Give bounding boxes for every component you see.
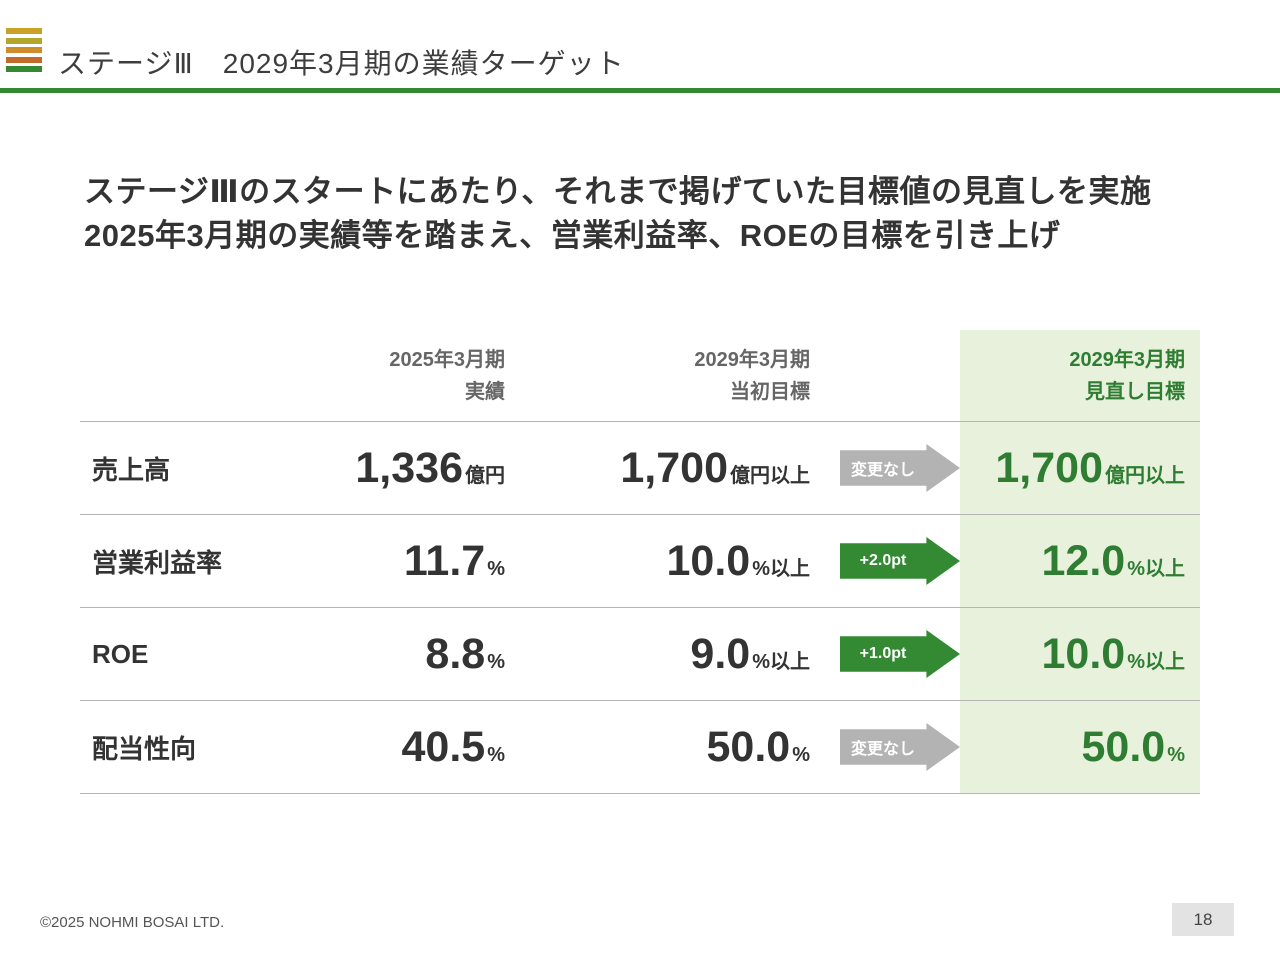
actual-value: 8.8	[425, 629, 486, 678]
actual-value-cell: 8.8%	[280, 608, 520, 701]
row-label: 営業利益率	[80, 515, 280, 608]
initial-target-cell: 1,700 億円以上	[520, 422, 840, 515]
initial-unit: %	[792, 743, 810, 766]
change-arrow-label: 変更なし	[850, 741, 915, 758]
change-arrow-label: +1.0pt	[859, 645, 907, 662]
initial-value: 50.0	[706, 722, 791, 771]
initial-value: 1,700	[620, 443, 728, 492]
revised-value: 50.0	[1081, 722, 1166, 771]
revised-value: 1,700	[995, 443, 1103, 492]
column-header-actual-line1: 2025年3月期	[389, 348, 505, 371]
initial-target-cell: 50.0%	[520, 701, 840, 794]
actual-value-cell: 1,336 億円	[280, 422, 520, 515]
initial-value: 9.0	[690, 629, 751, 678]
initial-target-cell: 10.0 %以上	[520, 515, 840, 608]
change-arrow: 変更なし	[840, 444, 960, 492]
revised-unit: %以上	[1127, 650, 1185, 673]
slide-title: ステージⅢ 2029年3月期の業績ターゲット	[58, 48, 625, 79]
footer-copyright: ©2025 NOHMI BOSAI LTD.	[40, 914, 225, 931]
revised-unit: %以上	[1127, 557, 1185, 580]
company-logo	[6, 28, 42, 72]
logo-stripe	[6, 28, 42, 34]
actual-unit: 億円	[465, 464, 505, 487]
change-arrow-cell: 変更なし	[840, 422, 960, 515]
lead-line-2: 2025年3月期の実績等を踏まえ、営業利益率、ROEの目標を引き上げ	[84, 218, 1061, 254]
column-header-actual: 2025年3月期 実績	[280, 330, 520, 422]
column-header-revised: 2029年3月期 見直し目標	[960, 330, 1200, 422]
column-header-revised-line2: 見直し目標	[1085, 380, 1185, 403]
actual-unit: %	[487, 743, 505, 766]
change-arrow: +1.0pt	[840, 630, 960, 678]
lead-line-1: ステージⅢのスタートにあたり、それまで掲げていた目標値の見直しを実施	[84, 174, 1152, 209]
revised-target-cell: 50.0%	[960, 701, 1200, 794]
initial-value: 10.0	[666, 536, 751, 585]
change-arrow-cell: +1.0pt	[840, 608, 960, 701]
initial-unit: 億円以上	[730, 464, 810, 487]
revised-value: 12.0	[1041, 536, 1126, 585]
revised-target-cell: 10.0 %以上	[960, 608, 1200, 701]
initial-target-cell: 9.0 %以上	[520, 608, 840, 701]
revised-unit: 億円以上	[1105, 464, 1185, 487]
lead-text: ステージⅢのスタートにあたり、それまで掲げていた目標値の見直しを実施 2025年…	[84, 170, 1151, 258]
row-label: 売上高	[80, 422, 280, 515]
logo-stripe	[6, 47, 42, 53]
change-arrow-cell: +2.0pt	[840, 515, 960, 608]
revised-target-cell: 12.0 %以上	[960, 515, 1200, 608]
column-header-initial-line1: 2029年3月期	[694, 348, 810, 371]
actual-value: 11.7	[403, 536, 486, 585]
column-header-actual-line2: 実績	[465, 380, 505, 403]
actual-value-cell: 11.7%	[280, 515, 520, 608]
actual-unit: %	[487, 557, 505, 580]
logo-stripe	[6, 37, 42, 44]
header-arrow-spacer-cell	[840, 330, 960, 422]
logo-stripe	[6, 56, 42, 63]
change-arrow: +2.0pt	[840, 537, 960, 585]
change-arrow-cell: 変更なし	[840, 701, 960, 794]
revised-target-cell: 1,700 億円以上	[960, 422, 1200, 515]
page-number: 18	[1172, 903, 1234, 936]
targets-table: 2025年3月期 実績 2029年3月期 当初目標 2029年3月期 見直し目標…	[80, 330, 1200, 794]
column-header-revised-line1: 2029年3月期	[1069, 348, 1185, 371]
revised-value: 10.0	[1041, 629, 1126, 678]
actual-unit: %	[487, 650, 505, 673]
revised-unit: %	[1167, 743, 1185, 766]
change-arrow-label: +2.0pt	[859, 552, 907, 569]
header-divider	[0, 88, 1280, 93]
header-empty-cell	[80, 330, 280, 422]
change-arrow-label: 変更なし	[850, 462, 915, 479]
column-header-initial-line2: 当初目標	[730, 380, 810, 403]
change-arrow: 変更なし	[840, 723, 960, 771]
logo-stripe	[6, 66, 42, 72]
initial-unit: %以上	[752, 650, 810, 673]
row-label: 配当性向	[80, 701, 280, 794]
column-header-initial: 2029年3月期 当初目標	[520, 330, 840, 422]
actual-value-cell: 40.5%	[280, 701, 520, 794]
actual-value: 40.5	[401, 722, 486, 771]
actual-value: 1,336	[355, 443, 463, 492]
initial-unit: %以上	[752, 557, 810, 580]
row-label: ROE	[80, 608, 280, 701]
